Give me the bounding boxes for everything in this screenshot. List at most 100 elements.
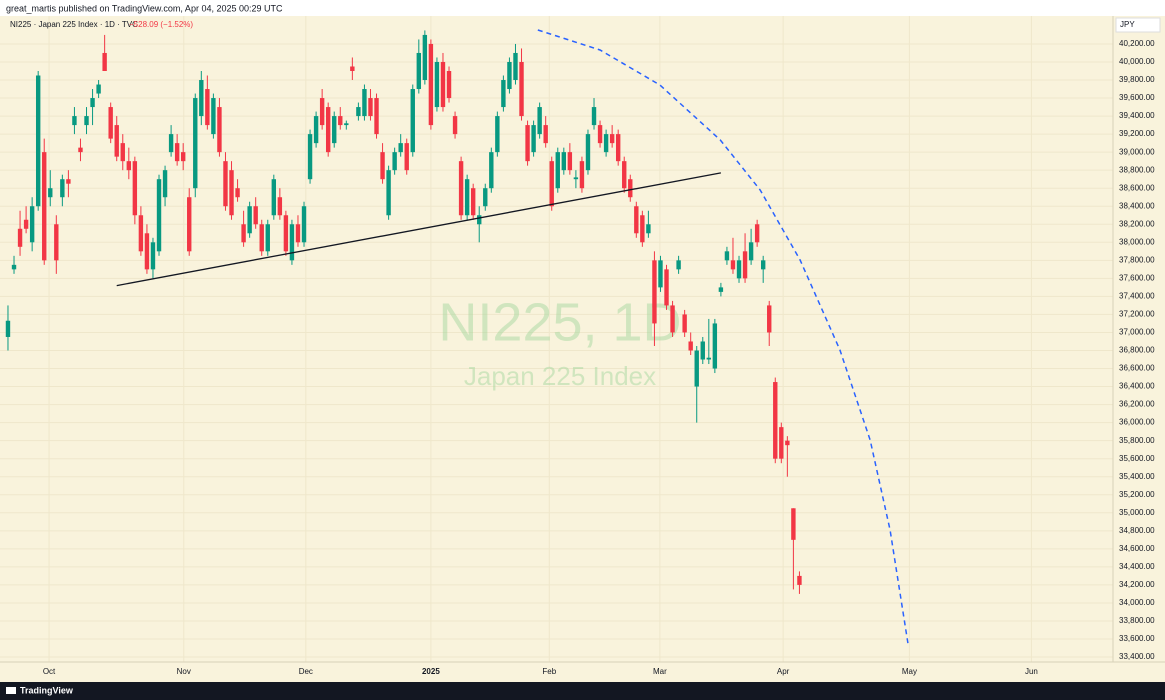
candle-body [259, 224, 264, 252]
candle-body [767, 305, 772, 333]
y-tick-label: 38,400.00 [1119, 201, 1155, 210]
y-tick-label: 34,600.00 [1119, 544, 1155, 553]
brand: TradingView [20, 685, 74, 695]
candle-body [797, 575, 802, 585]
candle-body [54, 224, 59, 261]
y-tick-label: 34,000.00 [1119, 598, 1155, 607]
candle-body [174, 143, 180, 162]
candle-body [591, 107, 597, 126]
candle-body [742, 251, 748, 279]
candle-body [694, 350, 699, 387]
candle-body [398, 143, 403, 153]
candle-body [706, 357, 712, 360]
projection-arc [537, 29, 909, 645]
candle-body [531, 125, 536, 153]
candle-body [180, 152, 186, 162]
candle-body [730, 260, 736, 270]
candle-body [138, 215, 144, 252]
candle-body [150, 242, 156, 270]
candle-body [640, 215, 645, 243]
candle-body [791, 508, 796, 540]
candle-body [102, 52, 107, 71]
candle-body [356, 107, 361, 117]
candle-body [495, 116, 500, 153]
y-tick-label: 36,400.00 [1119, 382, 1155, 391]
price-change: −528.09 (−1.52%) [129, 20, 193, 29]
candle-body [712, 323, 718, 369]
y-tick-label: 34,800.00 [1119, 526, 1155, 535]
y-tick-label: 36,000.00 [1119, 418, 1155, 427]
candle-body [760, 260, 766, 270]
candle-body [84, 116, 89, 126]
candle-body [283, 215, 289, 252]
candle-body [519, 61, 524, 117]
y-tick-label: 36,800.00 [1119, 346, 1155, 355]
y-tick-label: 34,400.00 [1119, 562, 1155, 571]
candle-body [483, 188, 488, 207]
candle-body [392, 152, 397, 171]
candle-body [338, 116, 343, 126]
top-bar [0, 0, 1165, 16]
candle-body [223, 161, 228, 207]
candle-body [422, 34, 428, 81]
candle-body [779, 427, 784, 459]
x-tick-label: 2025 [422, 667, 440, 676]
y-tick-label: 33,800.00 [1119, 616, 1155, 625]
candle-body [585, 134, 591, 171]
y-tick-label: 33,600.00 [1119, 634, 1155, 643]
candle-body [362, 89, 367, 117]
candle-body [17, 228, 23, 247]
x-tick-label: Oct [43, 667, 56, 676]
candle-body [579, 161, 585, 189]
candle-body [205, 89, 210, 126]
y-tick-label: 37,600.00 [1119, 273, 1155, 282]
candle-body [428, 43, 434, 126]
candle-body [289, 224, 295, 261]
candle-body [561, 152, 567, 171]
trend-line [116, 172, 722, 287]
y-tick-label: 37,800.00 [1119, 255, 1155, 264]
candle-body [754, 224, 760, 243]
currency-box[interactable] [1115, 17, 1161, 33]
y-tick-label: 38,800.00 [1119, 165, 1155, 174]
watermark: NI225, 1D [438, 292, 681, 352]
y-tick-label: 37,200.00 [1119, 310, 1155, 319]
candle-body [42, 152, 47, 261]
candle-body [132, 161, 138, 216]
candle-body [211, 98, 216, 135]
x-tick-label: Jun [1025, 667, 1038, 676]
candle-body [489, 152, 494, 189]
candle-body [217, 107, 222, 153]
candle-body [507, 61, 512, 90]
candle-body [235, 188, 240, 198]
publish-info: great_martis published on TradingView.co… [6, 3, 283, 13]
candle-body [301, 206, 307, 243]
y-tick-label: 35,000.00 [1119, 508, 1155, 517]
y-tick-label: 40,200.00 [1119, 39, 1155, 48]
candle-body [29, 206, 35, 243]
candle-body [241, 224, 246, 243]
candle-body [78, 147, 83, 153]
candle-body [736, 260, 742, 279]
candle-body [597, 125, 603, 144]
candle-body [307, 134, 313, 180]
x-tick-label: May [902, 667, 917, 676]
footer [0, 682, 1165, 700]
candle-body [676, 260, 681, 270]
candle-body [350, 66, 355, 71]
candle-body [646, 224, 651, 234]
candle-body [156, 179, 162, 252]
candle-body [5, 320, 11, 337]
candle-body [513, 52, 518, 81]
y-tick-label: 34,200.00 [1119, 580, 1155, 589]
y-tick-label: 35,800.00 [1119, 436, 1155, 445]
candle-body [380, 152, 385, 180]
candle-body [96, 84, 101, 94]
y-tick-label: 40,000.00 [1119, 57, 1155, 66]
candle-body [785, 440, 790, 446]
candle-body [682, 314, 687, 333]
candle-body [229, 170, 234, 216]
candle-body [658, 260, 663, 288]
